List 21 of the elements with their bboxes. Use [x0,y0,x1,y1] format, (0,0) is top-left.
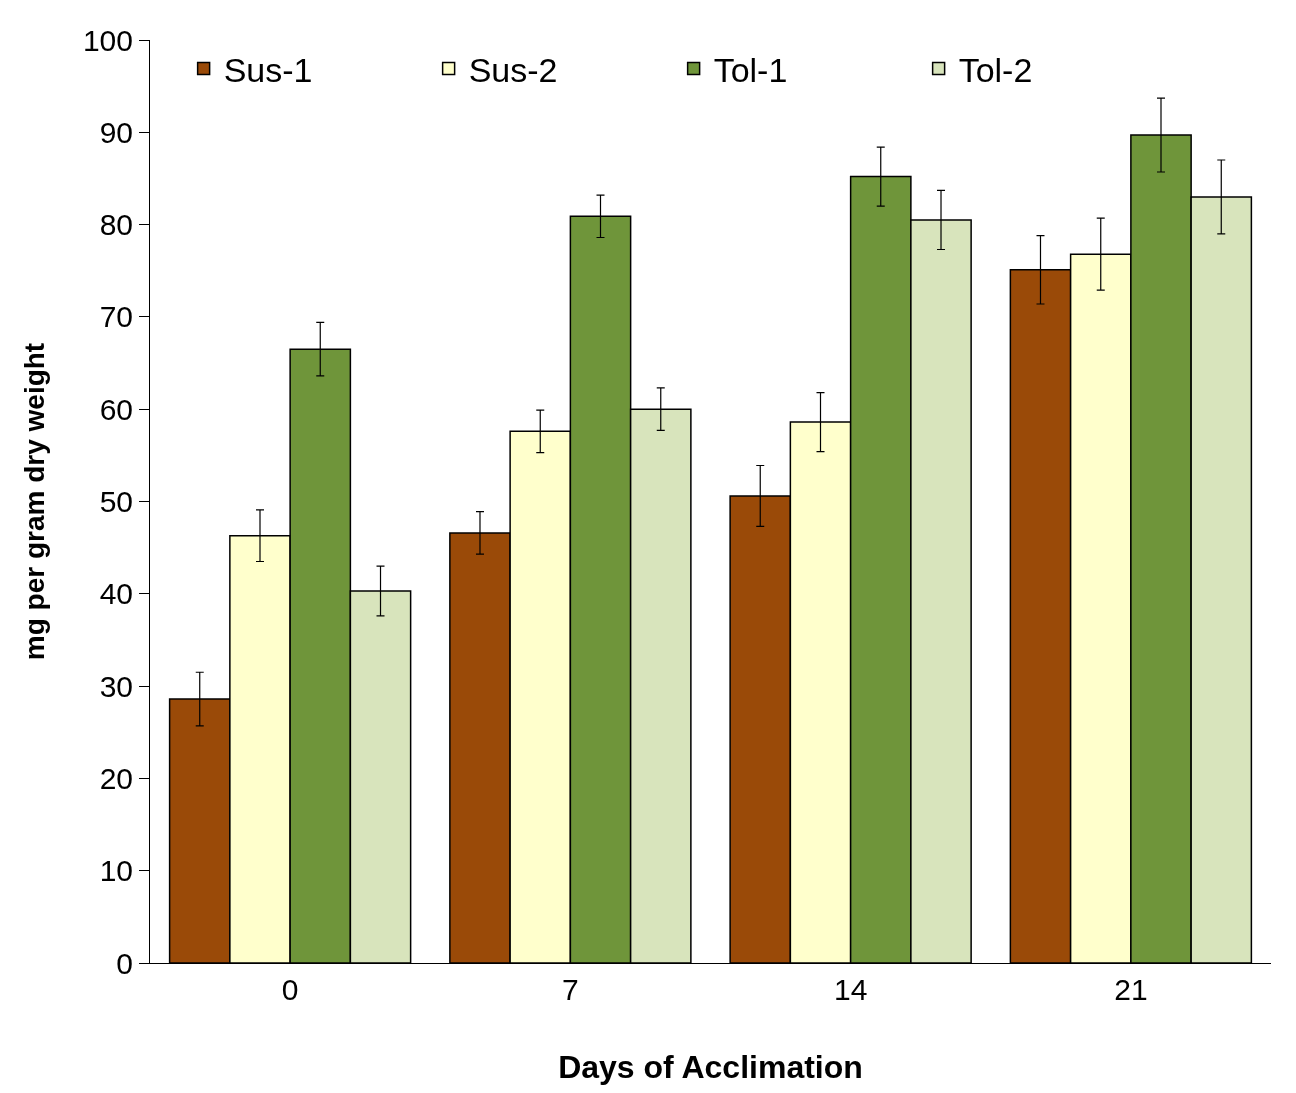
x-tick-label: 21 [1114,973,1148,1006]
y-tick-label: 10 [99,854,133,888]
y-tick-label: 20 [99,761,133,795]
y-tick-label: 50 [99,485,133,518]
y-tick-label: 80 [99,208,133,242]
y-tick-label: 40 [99,577,133,611]
y-tick-label: 30 [99,669,133,703]
y-tick-label: 0 [116,946,133,980]
legend-label: Tol-1 [713,50,788,89]
x-axis-title: Days of Acclimation [558,1048,863,1085]
x-tick-label: 7 [562,973,579,1006]
legend-label: Sus-2 [468,50,558,89]
x-tick-label: 14 [833,973,868,1006]
y-tick-label: 70 [99,300,133,334]
x-tick-label: 0 [281,973,299,1006]
legend-label: Tol-2 [958,50,1033,89]
y-tick-label: 90 [99,115,133,149]
legend-label: Sus-1 [223,50,313,89]
y-tick-label: 60 [99,392,133,426]
y-tick-label: 100 [82,23,133,57]
y-axis-title: mg per gram dry weight [18,342,50,661]
